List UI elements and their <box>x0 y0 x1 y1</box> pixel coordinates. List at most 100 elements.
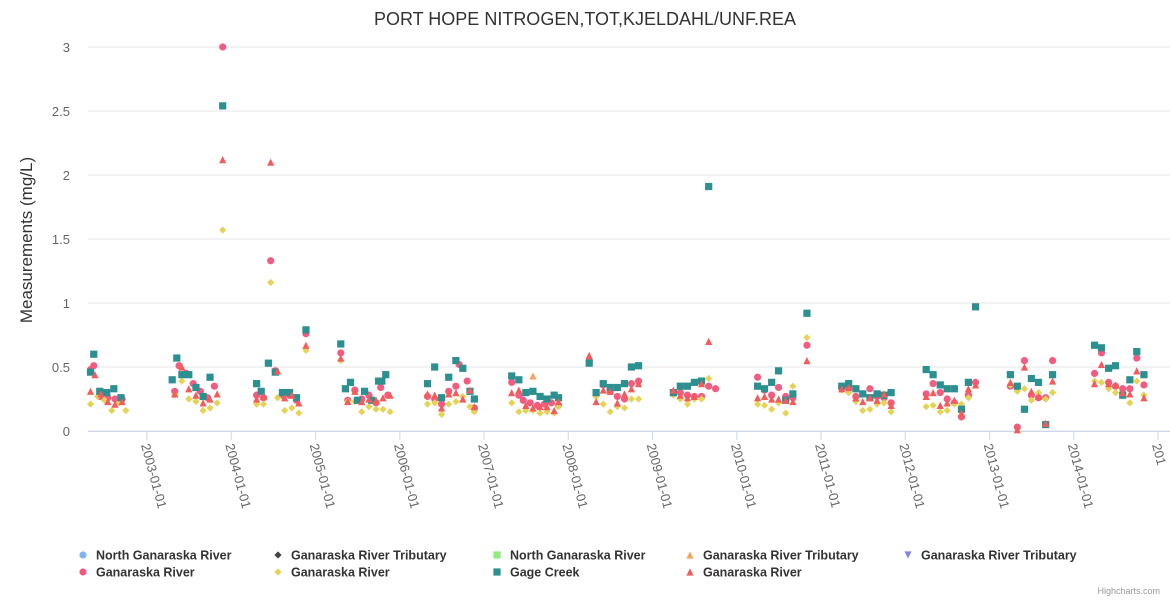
data-point[interactable] <box>171 390 179 398</box>
data-point[interactable] <box>554 397 563 406</box>
data-point[interactable] <box>873 390 881 398</box>
data-point[interactable] <box>353 396 362 404</box>
data-point[interactable] <box>1006 378 1014 386</box>
data-point[interactable] <box>1013 426 1021 434</box>
data-point[interactable] <box>97 390 105 398</box>
data-point[interactable] <box>372 396 380 404</box>
data-point[interactable] <box>929 389 937 397</box>
data-point[interactable] <box>554 394 563 402</box>
data-point[interactable] <box>620 390 629 398</box>
data-point[interactable] <box>620 380 629 388</box>
data-point[interactable] <box>957 409 966 417</box>
data-point[interactable] <box>288 391 296 399</box>
data-point[interactable] <box>1006 371 1014 379</box>
data-point[interactable] <box>219 102 227 110</box>
data-point[interactable] <box>470 395 478 403</box>
data-point[interactable] <box>1105 364 1113 372</box>
data-point[interactable] <box>852 394 860 402</box>
data-point[interactable] <box>108 406 116 415</box>
data-point[interactable] <box>452 382 460 390</box>
data-point[interactable] <box>96 387 104 395</box>
data-point[interactable] <box>971 303 980 311</box>
data-point[interactable] <box>690 392 698 401</box>
data-point[interactable] <box>789 397 797 406</box>
data-point[interactable] <box>887 401 895 409</box>
data-point[interactable] <box>173 354 181 362</box>
data-point[interactable] <box>515 408 523 416</box>
data-point[interactable] <box>178 371 186 379</box>
data-point[interactable] <box>929 380 937 388</box>
data-point[interactable] <box>337 354 345 362</box>
data-point[interactable] <box>1048 389 1057 397</box>
data-point[interactable] <box>676 391 684 399</box>
data-point[interactable] <box>302 341 310 349</box>
data-point[interactable] <box>936 401 944 409</box>
data-point[interactable] <box>219 43 227 51</box>
data-point[interactable] <box>803 333 811 342</box>
data-point[interactable] <box>613 399 621 407</box>
data-point[interactable] <box>774 399 783 407</box>
data-point[interactable] <box>452 357 460 365</box>
data-point[interactable] <box>445 390 453 398</box>
legend-item[interactable]: North Ganaraska River <box>493 549 646 563</box>
data-point[interactable] <box>845 383 853 392</box>
data-point[interactable] <box>676 382 684 390</box>
data-point[interactable] <box>613 383 621 392</box>
data-point[interactable] <box>267 257 275 265</box>
data-point[interactable] <box>1027 387 1035 395</box>
data-point[interactable] <box>515 386 523 394</box>
data-point[interactable] <box>1042 419 1050 427</box>
data-point[interactable] <box>1013 382 1021 390</box>
data-point[interactable] <box>1027 396 1035 404</box>
legend-label[interactable]: Ganaraska River <box>291 566 390 580</box>
data-point[interactable] <box>111 395 119 403</box>
credits-link[interactable]: Highcharts.com <box>1097 586 1160 596</box>
data-point[interactable] <box>199 399 207 407</box>
legend-item[interactable]: Ganaraska River Tributary <box>904 549 1077 563</box>
data-point[interactable] <box>774 383 783 392</box>
data-point[interactable] <box>1126 385 1134 393</box>
data-point[interactable] <box>627 385 636 393</box>
data-point[interactable] <box>1111 389 1120 397</box>
data-point[interactable] <box>782 409 790 417</box>
data-point[interactable] <box>470 403 478 411</box>
legend-symbol[interactable] <box>79 551 87 559</box>
data-point[interactable] <box>712 385 720 393</box>
data-point[interactable] <box>789 382 797 390</box>
data-point[interactable] <box>1020 385 1029 393</box>
data-point[interactable] <box>550 391 558 399</box>
data-point[interactable] <box>372 405 380 413</box>
data-point[interactable] <box>768 391 776 399</box>
data-point[interactable] <box>936 381 944 389</box>
data-point[interactable] <box>445 400 453 408</box>
data-point[interactable] <box>529 404 537 412</box>
data-point[interactable] <box>365 395 373 403</box>
data-point[interactable] <box>1090 380 1099 388</box>
data-point[interactable] <box>253 395 261 403</box>
data-point[interactable] <box>423 380 432 388</box>
data-point[interactable] <box>627 363 636 371</box>
data-point[interactable] <box>634 362 643 370</box>
data-point[interactable] <box>613 392 621 401</box>
data-point[interactable] <box>110 385 118 393</box>
data-point[interactable] <box>880 390 888 398</box>
data-point[interactable] <box>845 380 853 388</box>
data-point[interactable] <box>774 395 783 403</box>
data-point[interactable] <box>178 363 186 371</box>
data-point[interactable] <box>273 394 282 402</box>
data-point[interactable] <box>91 371 99 379</box>
data-point[interactable] <box>971 381 980 389</box>
data-point[interactable] <box>929 401 937 409</box>
legend-symbol[interactable] <box>904 551 912 559</box>
data-point[interactable] <box>929 371 937 379</box>
data-point[interactable] <box>90 350 98 358</box>
data-point[interactable] <box>683 394 692 402</box>
data-point[interactable] <box>378 377 386 385</box>
data-point[interactable] <box>1027 374 1035 383</box>
data-point[interactable] <box>192 383 200 392</box>
data-point[interactable] <box>964 378 973 386</box>
legend-symbol[interactable] <box>274 568 282 576</box>
data-point[interactable] <box>213 390 221 398</box>
data-point[interactable] <box>606 383 614 392</box>
data-point[interactable] <box>292 394 301 402</box>
